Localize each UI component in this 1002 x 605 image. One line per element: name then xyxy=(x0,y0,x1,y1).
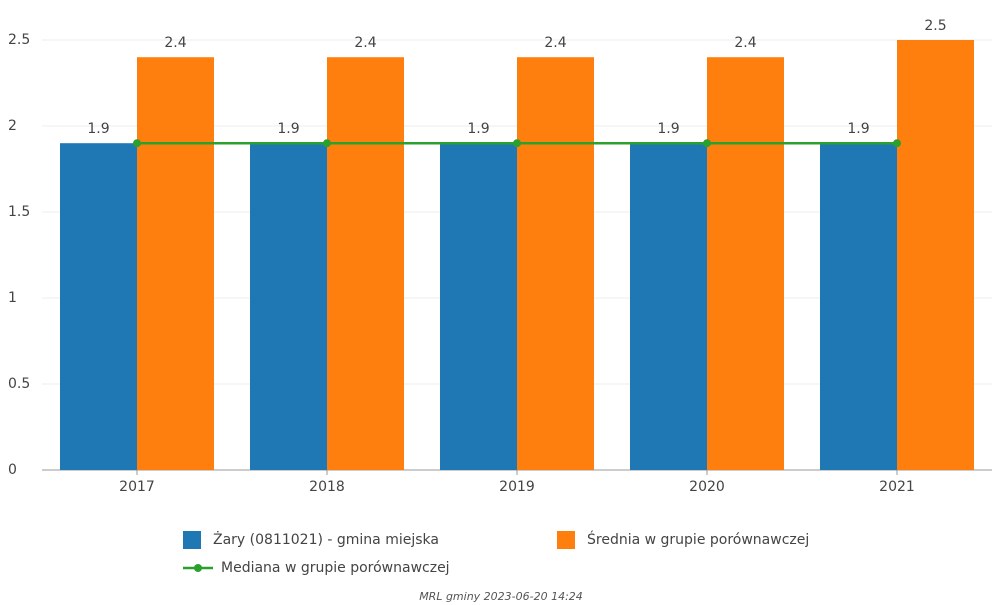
data-label: 1.9 xyxy=(467,121,489,137)
legend-label: Mediana w grupie porównawczej xyxy=(221,560,450,576)
data-label: 1.9 xyxy=(657,121,679,137)
bar xyxy=(517,57,594,470)
y-tick-label: 1.5 xyxy=(8,204,30,220)
y-tick-label: 2 xyxy=(8,118,17,134)
bar xyxy=(250,143,327,470)
median-point xyxy=(703,139,711,148)
data-label: 2.4 xyxy=(544,35,566,51)
source-note: MRL gminy 2023-06-20 14:24 xyxy=(419,590,583,603)
median-point xyxy=(893,139,901,148)
data-label: 2.4 xyxy=(734,35,756,51)
bar xyxy=(327,57,404,470)
y-tick-label: 2.5 xyxy=(8,32,30,48)
legend-label: Żary (0811021) - gmina miejska xyxy=(213,530,439,548)
bar xyxy=(707,57,784,470)
data-label: 2.5 xyxy=(924,18,946,34)
legend-dot xyxy=(194,564,202,572)
data-label: 2.4 xyxy=(164,35,186,51)
bar xyxy=(60,143,137,470)
median-point xyxy=(133,139,141,148)
data-label: 1.9 xyxy=(87,121,109,137)
bar xyxy=(630,143,707,470)
data-label: 1.9 xyxy=(847,121,869,137)
legend-label: Średnia w grupie porównawczej xyxy=(587,530,809,548)
bar xyxy=(440,143,517,470)
bar xyxy=(897,40,974,470)
median-point xyxy=(323,139,331,148)
y-tick-label: 0 xyxy=(8,462,17,478)
y-tick-label: 1 xyxy=(8,290,17,306)
bar xyxy=(137,57,214,470)
data-label: 1.9 xyxy=(277,121,299,137)
data-label: 2.4 xyxy=(354,35,376,51)
x-tick-label: 2018 xyxy=(309,479,345,495)
x-tick-label: 2020 xyxy=(689,479,725,495)
legend-swatch xyxy=(557,531,575,549)
x-tick-label: 2019 xyxy=(499,479,535,495)
y-tick-label: 0.5 xyxy=(8,376,30,392)
x-tick-label: 2017 xyxy=(119,479,155,495)
legend-swatch xyxy=(183,531,201,549)
median-point xyxy=(513,139,521,148)
x-tick-label: 2021 xyxy=(879,479,915,495)
bar xyxy=(820,143,897,470)
